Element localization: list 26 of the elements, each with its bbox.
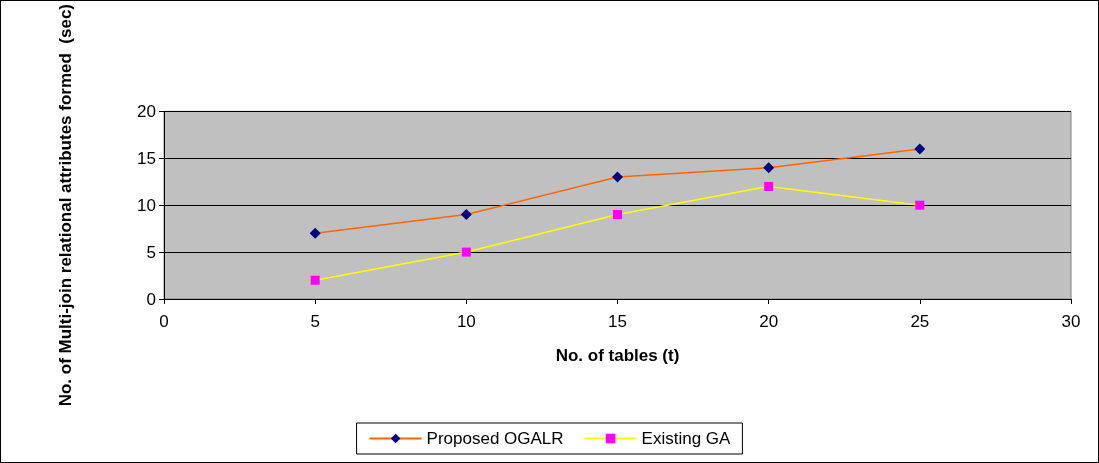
point	[460, 209, 472, 221]
point	[613, 210, 622, 220]
point	[764, 181, 774, 191]
x-tick-label: 15	[608, 312, 627, 331]
legend-label: Proposed OGALR	[426, 429, 564, 448]
point	[763, 162, 775, 174]
y-axis-title: No. of Multi-join relational attributes formed (sec)	[55, 4, 75, 407]
point	[612, 171, 623, 183]
y-tick-label: 5	[146, 242, 156, 262]
x-tick-label: 30	[1061, 312, 1081, 331]
y-tick-label: 0	[146, 289, 156, 309]
x-tick-label: 25	[910, 312, 930, 331]
legend-label: Existing GA	[641, 429, 732, 448]
point	[915, 200, 925, 210]
point	[309, 227, 321, 239]
x-axis-title: No. of tables (t)	[555, 346, 680, 365]
x-tick-label: 0	[159, 312, 169, 331]
x-tick-label: 20	[759, 312, 779, 331]
point	[461, 247, 471, 257]
x-tick-label: 10	[456, 312, 476, 331]
y-tick-label: 10	[137, 195, 156, 215]
point	[310, 275, 320, 285]
y-tick-label: 20	[137, 101, 156, 121]
y-tick-label: 15	[137, 148, 156, 168]
x-tick-label: 5	[310, 312, 320, 331]
point	[914, 143, 926, 155]
